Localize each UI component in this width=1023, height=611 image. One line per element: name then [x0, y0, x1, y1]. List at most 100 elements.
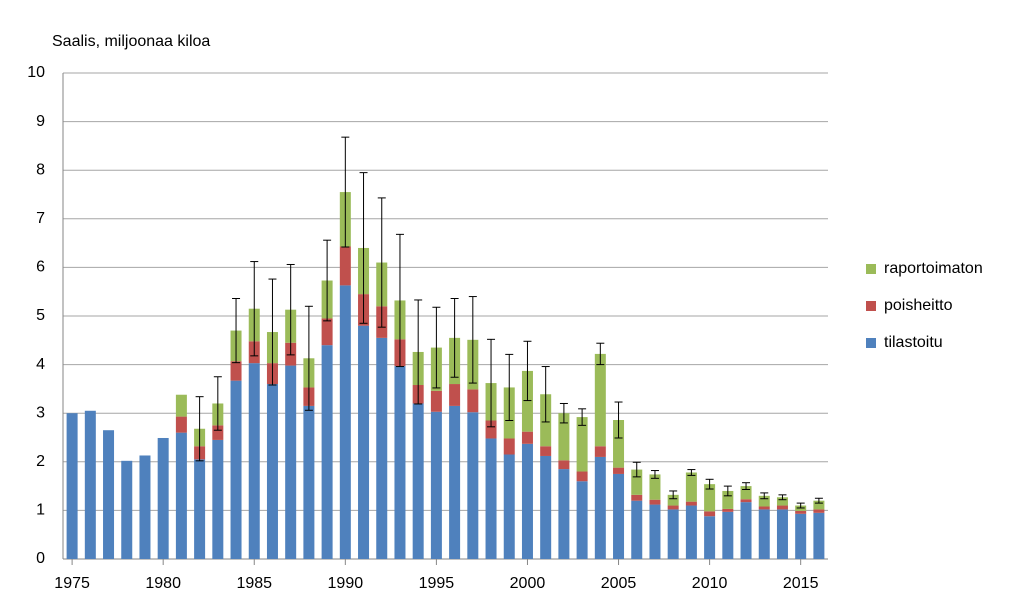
- chart-title: Saalis, miljoonaa kiloa: [52, 33, 210, 50]
- bar-segment: [613, 467, 625, 474]
- x-tick-label: 2015: [783, 575, 819, 592]
- bar-segment: [558, 469, 570, 559]
- bar-segment: [594, 353, 606, 447]
- bar-segment: [576, 471, 588, 482]
- y-tick-label: 0: [36, 550, 45, 567]
- bar-segment: [795, 513, 807, 559]
- bar-segment: [758, 509, 770, 559]
- bar-segment: [613, 473, 625, 559]
- bar-segment: [521, 443, 533, 559]
- bar-segment: [339, 285, 351, 559]
- legend-label: raportoimaton: [884, 260, 983, 277]
- bar-segment: [376, 337, 388, 559]
- x-tick-label: 2005: [601, 575, 637, 592]
- bar-segment: [358, 325, 370, 559]
- bar-segment: [485, 420, 497, 439]
- y-tick-label: 7: [36, 210, 45, 227]
- bar-segment: [649, 499, 661, 505]
- bar-segment: [175, 432, 187, 559]
- bar-segment: [667, 494, 679, 506]
- bar-segment: [412, 403, 424, 559]
- bar-segment: [558, 460, 570, 470]
- bar-segment: [467, 412, 479, 559]
- y-tick-label: 3: [36, 404, 45, 421]
- bar-segment: [576, 481, 588, 559]
- bar-segment: [503, 438, 515, 455]
- legend-swatch: [866, 301, 876, 311]
- bar-segment: [649, 504, 661, 559]
- bar-segment: [540, 446, 552, 456]
- x-tick-label: 1985: [236, 575, 272, 592]
- bar-segment: [430, 390, 442, 412]
- legend-label: poisheitto: [884, 297, 953, 314]
- bar-segment: [667, 505, 679, 510]
- legend-swatch: [866, 338, 876, 348]
- bar-segment: [430, 411, 442, 559]
- x-tick-label: 2010: [692, 575, 728, 592]
- bar-segment: [722, 490, 734, 509]
- bar-segment: [776, 509, 788, 559]
- bar-segment: [685, 472, 697, 502]
- bar-segment: [649, 474, 661, 500]
- bar-segment: [740, 486, 752, 500]
- bar-segment: [685, 501, 697, 506]
- legend-swatch: [866, 264, 876, 274]
- bar-segment: [449, 384, 461, 406]
- bar-segment: [667, 509, 679, 559]
- bar-segment: [266, 384, 278, 559]
- bar-segment: [449, 405, 461, 559]
- bar-segment: [212, 439, 224, 559]
- bar-segment: [722, 511, 734, 559]
- bar-segment: [740, 499, 752, 503]
- bar-segment: [139, 455, 151, 559]
- bar-segment: [303, 405, 315, 559]
- bar-segment: [685, 505, 697, 559]
- y-tick-label: 4: [36, 356, 45, 373]
- bar-segment: [776, 497, 788, 506]
- bar-segment: [230, 380, 242, 559]
- bar-segment: [631, 469, 643, 495]
- bar-segment: [121, 460, 133, 559]
- x-tick-label: 1995: [419, 575, 455, 592]
- bar-segment: [631, 500, 643, 559]
- bar-segment: [521, 431, 533, 444]
- bar-segment: [84, 410, 96, 559]
- bar-segment: [339, 246, 351, 286]
- bar-segment: [813, 512, 825, 559]
- bar-segment: [467, 389, 479, 413]
- y-tick-label: 10: [27, 64, 45, 81]
- y-tick-label: 5: [36, 307, 45, 324]
- bar-segment: [758, 506, 770, 510]
- bar-segment: [594, 446, 606, 457]
- bar-segment: [66, 413, 78, 559]
- bar-segment: [175, 416, 187, 433]
- bar-segment: [540, 455, 552, 559]
- bar-segment: [521, 370, 533, 432]
- bar-segment: [175, 394, 187, 417]
- bar-segment: [194, 459, 206, 559]
- bar-segment: [613, 420, 625, 468]
- bar-segment: [285, 365, 297, 559]
- bar-segment: [722, 508, 734, 512]
- bar-segment: [157, 437, 169, 559]
- bar-segment: [576, 417, 588, 472]
- y-tick-label: 1: [36, 502, 45, 519]
- bar-segment: [212, 425, 224, 440]
- x-tick-label: 1990: [328, 575, 364, 592]
- bar-segment: [230, 361, 242, 381]
- x-tick-label: 1980: [145, 575, 181, 592]
- y-tick-label: 8: [36, 161, 45, 178]
- bar-segment: [631, 494, 643, 501]
- bar-segment: [704, 484, 716, 512]
- legend-label: tilastoitu: [884, 334, 943, 351]
- bar-segment: [394, 366, 406, 559]
- bar-segment: [704, 511, 716, 517]
- bar-segment: [758, 495, 770, 507]
- bar-segment: [248, 363, 260, 559]
- bar-segment: [321, 345, 333, 559]
- y-tick-label: 6: [36, 259, 45, 276]
- bar-segment: [503, 454, 515, 559]
- y-tick-label: 9: [36, 113, 45, 130]
- bar-segment: [740, 502, 752, 559]
- y-tick-label: 2: [36, 453, 45, 470]
